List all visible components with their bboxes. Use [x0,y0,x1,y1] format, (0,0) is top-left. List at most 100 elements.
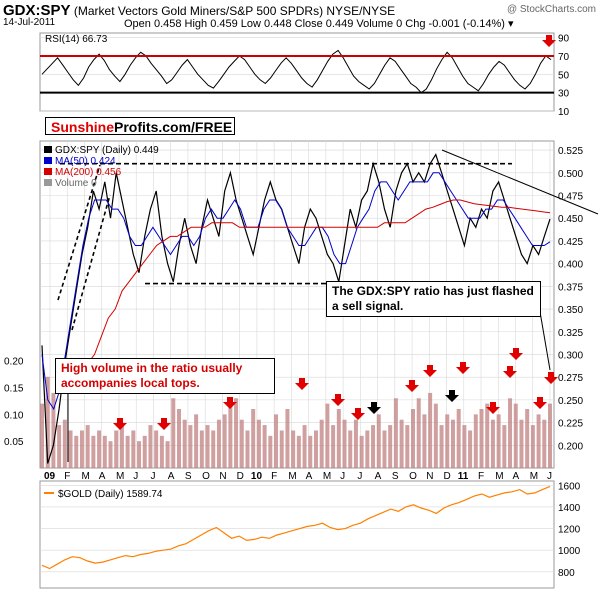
volume-bar [205,425,210,468]
volume-bar [548,403,552,468]
ratio-legend-swatch [44,146,52,153]
ratio-x-tick: 09 [44,471,56,482]
ratio-x-tick: M [116,471,124,482]
volume-bar [159,435,164,468]
volume-bar [114,430,119,468]
ratio-x-tick: O [202,471,210,482]
downtrend-line [441,149,599,215]
ratio-legend-entry: MA(200) 0.456 [55,167,122,178]
promo-banner: SunshineProfits.com/FREE [45,117,235,135]
ratio-x-tick: N [219,471,226,482]
gold-line [41,485,551,570]
gold-y-tick: 1000 [558,546,581,557]
volume-bar [513,403,518,468]
rsi-y-tick: 90 [558,34,570,45]
volume-bar [502,425,507,468]
ratio-x-tick: 10 [251,471,263,482]
gold-y-tick: 800 [558,568,575,579]
volume-top-arrow [113,418,127,430]
volume-top-arrow [509,348,523,360]
volume-bar [422,414,427,468]
volume-bar [194,414,199,468]
volume-bar [462,425,467,468]
volume-bar [142,435,147,468]
ratio-y-tick: 0.400 [558,260,583,271]
volume-bar [274,414,279,468]
volume-bar [313,430,318,468]
ratio-x-tick: D [237,471,244,482]
volume-bar [199,430,204,468]
volume-bar [342,419,347,468]
volume-bar [348,430,353,468]
chart-date: 14-Jul-2011 [3,17,56,28]
ratio-x-tick: A [99,471,106,482]
ratio-series-1 [41,172,551,411]
chart-title: GDX:SPY (Market Vectors Gold Miners/S&P … [3,2,396,19]
volume-top-arrow [405,380,419,392]
volume-bar [331,425,336,468]
volume-bar [536,414,541,468]
ratio-x-tick: A [306,471,313,482]
volume-bar [353,419,358,468]
rsi-y-tick: 10 [558,107,570,118]
rsi-y-tick: 70 [558,52,570,63]
volume-top-arrow [223,397,237,409]
volume-bar [302,425,307,468]
volume-bar [382,430,387,468]
ratio-x-tick: O [409,471,417,482]
volume-top-arrow [503,366,517,378]
ratio-x-tick: J [133,471,138,482]
volume-bar [251,409,256,468]
volume-bar [171,398,176,468]
ratio-x-tick: F [271,471,277,482]
ratio-x-tick: M [81,471,89,482]
volume-bar [439,425,444,468]
uptrend-line-1 [57,164,101,301]
volume-y-tick: 0.20 [4,357,24,368]
volume-bar [485,403,490,468]
ratio-legend-entry: Volume 0 [55,178,97,189]
volume-bar [450,419,455,468]
ratio-y-tick: 0.200 [558,441,583,452]
volume-top-arrow [544,372,558,384]
ratio-x-tick: J [547,471,552,482]
volume-bar [433,403,438,468]
ratio-y-tick: 0.325 [558,328,583,339]
uptrend-line-2 [71,194,111,331]
volume-bar [336,409,341,468]
volume-bar [108,441,113,468]
volume-bar [525,409,530,468]
ratio-legend-swatch [44,179,52,186]
ratio-x-tick: A [375,471,382,482]
volume-bar [216,419,221,468]
volume-bar [234,398,239,468]
volume-y-tick: 0.15 [4,384,24,395]
rsi-y-tick: 30 [558,89,570,100]
volume-y-tick: 0.10 [4,410,24,421]
volume-bar [371,425,376,468]
sell-signal-callout: The GDX:SPY ratio has just flashed a sel… [326,281,541,317]
volume-bar [542,419,547,468]
volume-bar [74,435,79,468]
ratio-x-tick: 11 [458,471,469,482]
volume-bar [445,414,450,468]
volume-bar [508,398,513,468]
ratio-x-tick: J [150,471,155,482]
volume-bar [296,435,301,468]
volume-bar [291,430,296,468]
volume-bar [456,409,461,468]
volume-bar [388,425,393,468]
volume-bar [262,425,267,468]
volume-bar [490,419,495,468]
volume-bar [188,425,193,468]
ratio-x-tick: N [426,471,433,482]
volume-bar [91,435,96,468]
ratio-y-tick: 0.275 [558,373,583,384]
volume-top-arrow [367,402,381,414]
ratio-y-tick: 0.250 [558,396,583,407]
ratio-x-tick: J [357,471,362,482]
ratio-y-tick: 0.525 [558,146,583,157]
volume-bar [285,409,290,468]
volume-bar [165,441,170,468]
rsi-signal-arrow [542,35,556,47]
